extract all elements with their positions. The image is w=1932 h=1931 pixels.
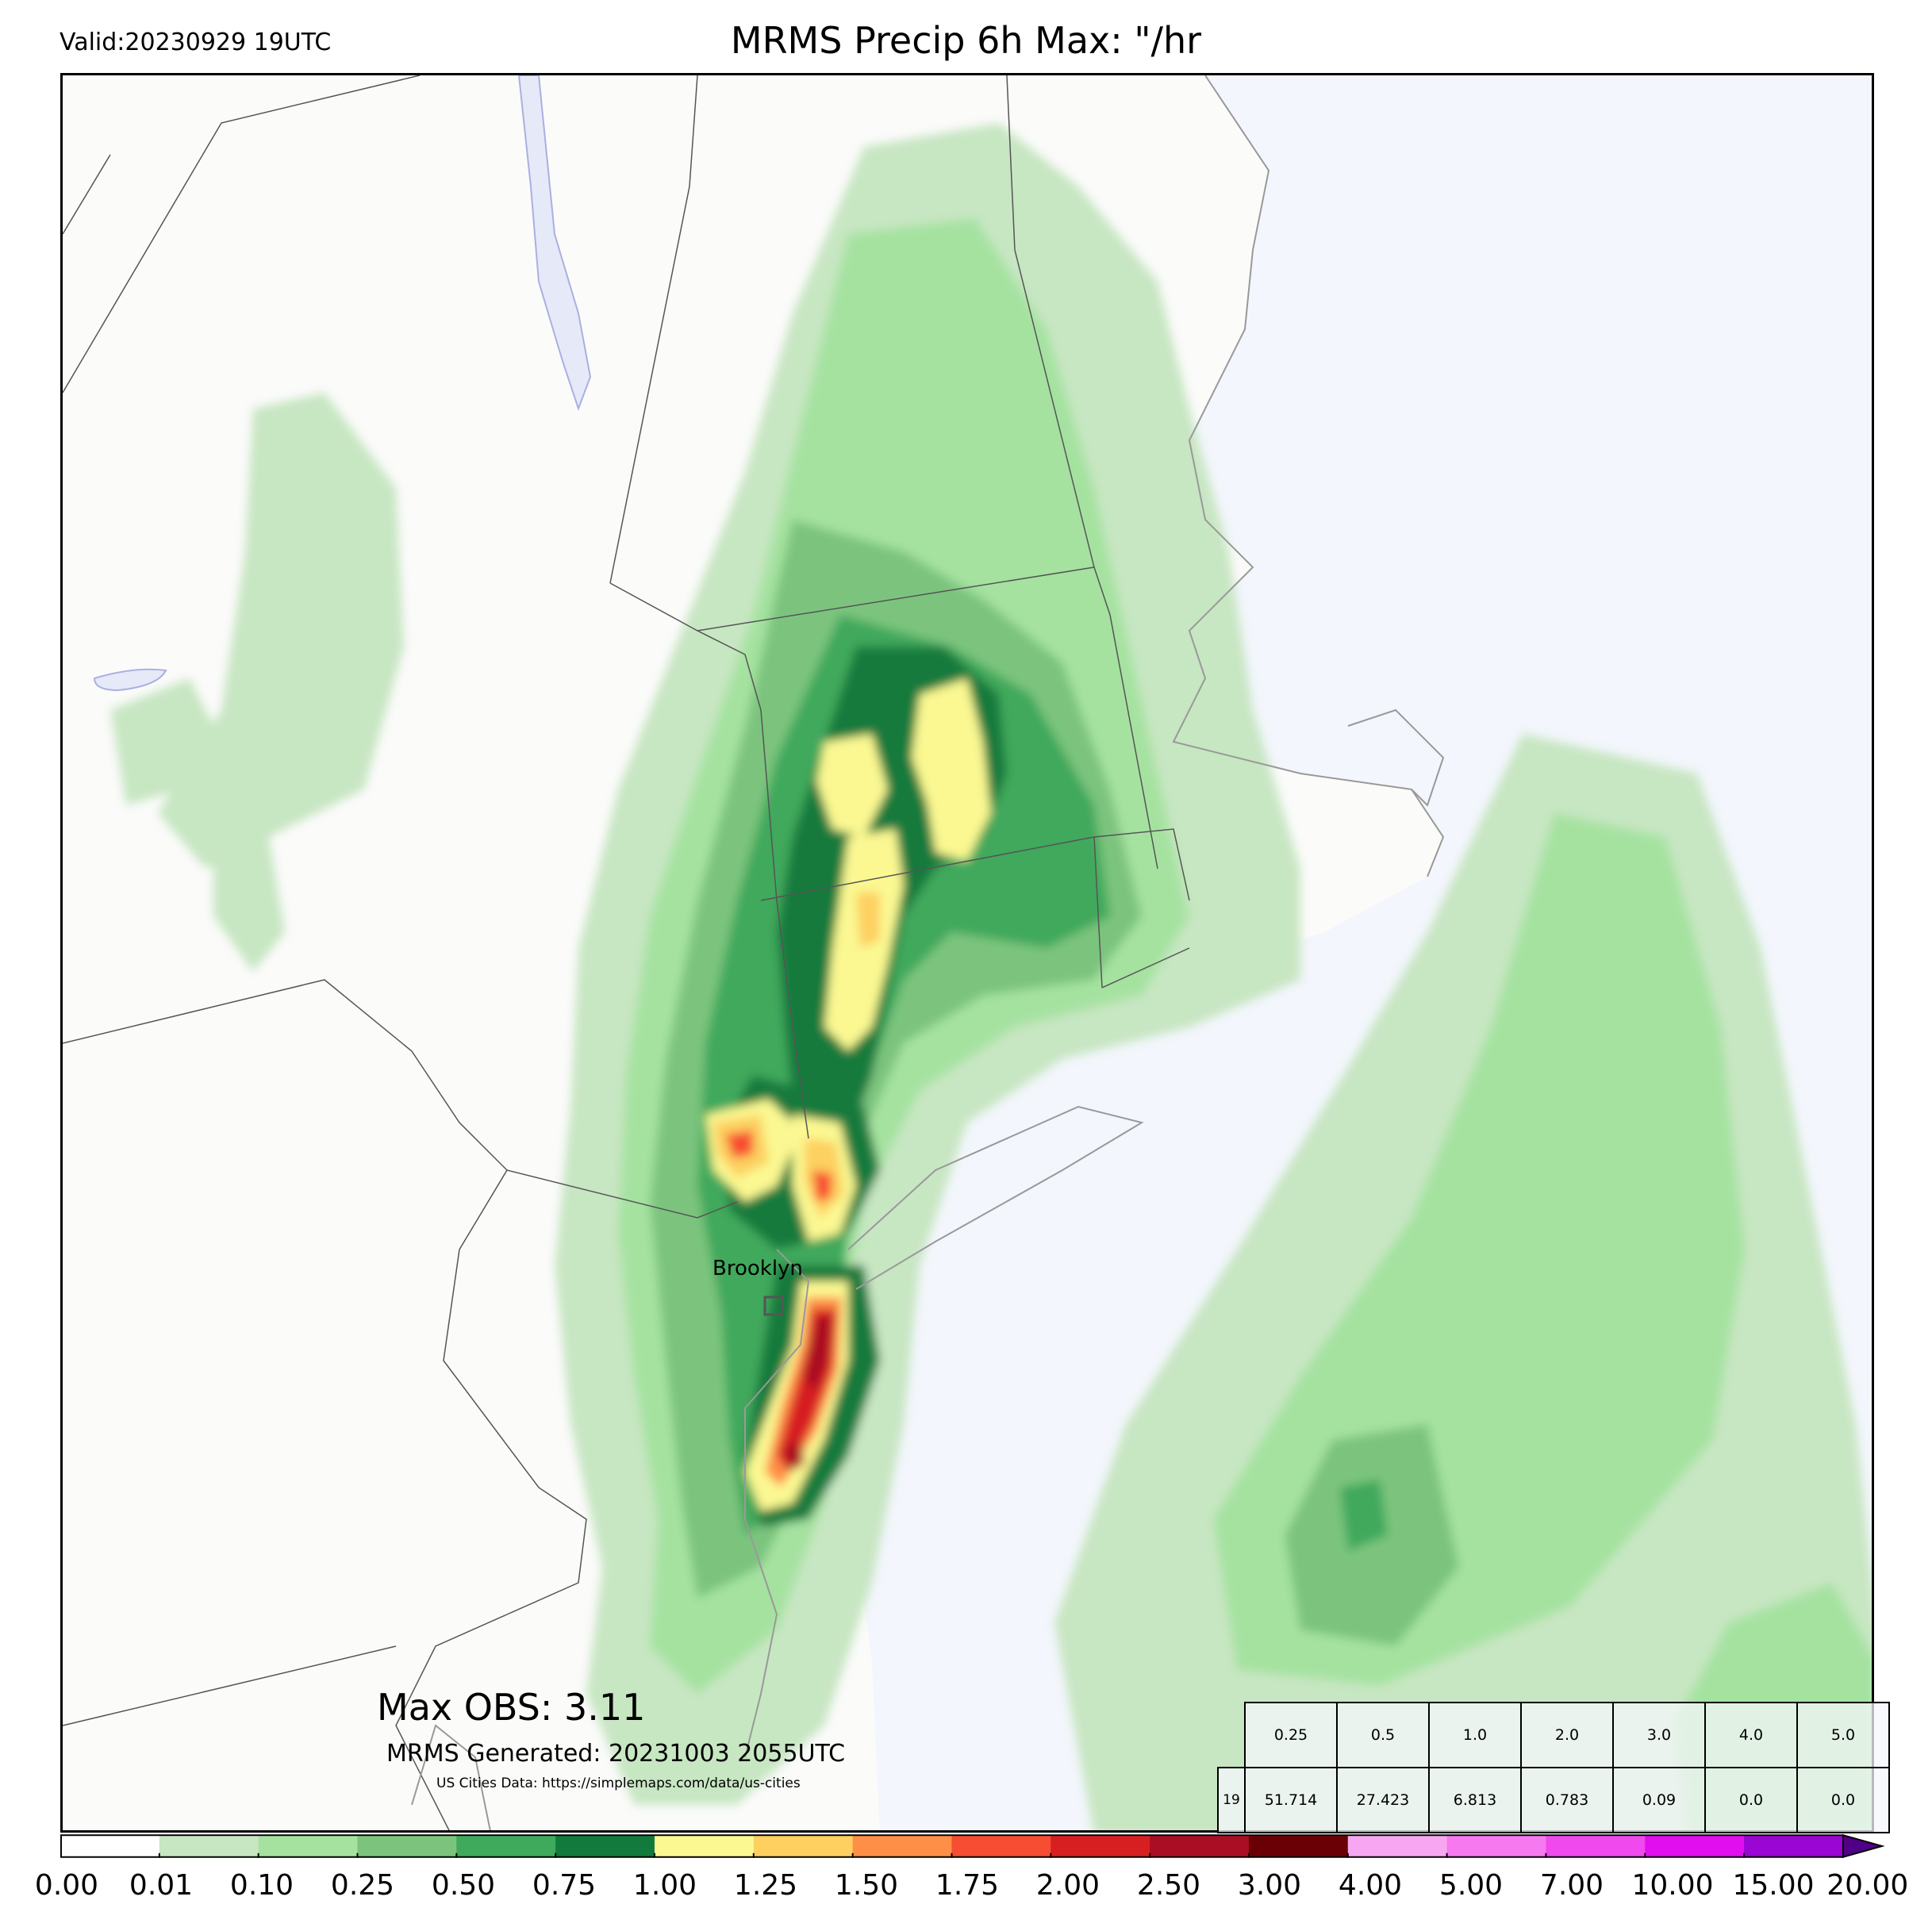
colorbar-tick-label: 3.00 [1237,1869,1302,1902]
colorbar-segment [1645,1835,1745,1857]
colorbar-tick-label: 0.50 [431,1869,496,1902]
colorbar-segment [753,1835,854,1857]
colorbar-tick-label: 0.00 [34,1869,99,1902]
colorbar-segment [357,1835,457,1857]
colorbar-segment [159,1835,259,1857]
map-title: MRMS Precip 6h Max: "/hr [730,19,1202,62]
colorbar-tick-label: 0.25 [330,1869,395,1902]
precip-map-canvas [63,75,1872,1830]
threshold-cell: 3.0 [1612,1702,1706,1768]
colorbar [60,1834,1885,1858]
colorbar-tick-label: 15.00 [1732,1869,1815,1902]
precip-contours [110,123,1872,1830]
value-row: 19 51.714 27.423 6.813 0.783 0.09 0.0 0.… [1217,1767,1890,1833]
state-borders [63,75,1190,1830]
colorbar-tick-label: 0.10 [229,1869,294,1902]
colorbar-tick-label: 10.00 [1631,1869,1714,1902]
row-label-cell: 19 [1217,1767,1246,1833]
max-obs-label: Max OBS: 3.11 [377,1686,646,1729]
cities-credit: US Cities Data: https://simplemaps.com/d… [436,1776,801,1791]
colorbar-segment [555,1835,655,1857]
colorbar-segment [852,1835,952,1857]
threshold-cell: 5.0 [1796,1702,1890,1768]
colorbar-tick-labels: 0.00 0.01 0.10 0.25 0.50 0.75 1.00 1.25 1.50 1.75… [0,1869,1932,1909]
colorbar-tick-label: 5.00 [1438,1869,1504,1902]
colorbar-tick-label: 2.50 [1136,1869,1201,1902]
colorbar-segment [1347,1835,1448,1857]
city-label: Brooklyn [712,1257,803,1280]
threshold-cell: 2.0 [1520,1702,1614,1768]
colorbar-tick-label: 1.00 [632,1869,697,1902]
colorbar-segment [654,1835,755,1857]
generated-label: MRMS Generated: 20231003 2055UTC [386,1740,846,1768]
map-area [60,73,1874,1833]
coastline [411,75,1445,1830]
colorbar-tick-label: 2.00 [1035,1869,1100,1902]
colorbar-segment [1248,1835,1349,1857]
stats-table: 0.25 0.5 1.0 2.0 3.0 4.0 5.0 19 51.714 2… [1217,1702,1890,1833]
colorbar-segment [1150,1835,1250,1857]
value-cell: 0.783 [1520,1767,1614,1833]
value-cell: 6.813 [1428,1767,1522,1833]
value-cell: 51.714 [1244,1767,1338,1833]
colorbar-segment [1744,1835,1844,1857]
valid-time-label: Valid:20230929 19UTC [60,29,332,56]
threshold-cell: 4.0 [1704,1702,1798,1768]
threshold-row: 0.25 0.5 1.0 2.0 3.0 4.0 5.0 [1218,1702,1890,1768]
colorbar-segment [1546,1835,1646,1857]
threshold-cell: 0.25 [1244,1702,1338,1768]
colorbar-tick-label: 7.00 [1539,1869,1604,1902]
blank-cell [1218,1703,1245,1768]
value-cell: 0.09 [1612,1767,1706,1833]
colorbar-segment [60,1835,160,1857]
colorbar-tick-label: 1.50 [834,1869,899,1902]
colorbar-segment [951,1835,1051,1857]
lake-champlain [517,75,592,411]
colorbar-segment [258,1835,358,1857]
colorbar-tick-label: 1.75 [935,1869,1000,1902]
threshold-cell: 0.5 [1336,1702,1430,1768]
colorbar-tick-label: 20.00 [1826,1869,1909,1902]
value-cell: 0.0 [1704,1767,1798,1833]
colorbar-tick-label: 0.01 [129,1869,194,1902]
value-cell: 0.0 [1796,1767,1890,1833]
colorbar-tick-label: 0.75 [532,1869,597,1902]
colorbar-tick-label: 4.00 [1338,1869,1403,1902]
colorbar-segment [1446,1835,1546,1857]
small-lake [93,668,167,692]
colorbar-extend-arrow [1842,1834,1885,1858]
city-marker [763,1296,784,1316]
threshold-cell: 1.0 [1428,1702,1522,1768]
colorbar-segment [1051,1835,1150,1857]
colorbar-segment [456,1835,556,1857]
value-cell: 27.423 [1336,1767,1430,1833]
colorbar-tick-label: 1.25 [733,1869,798,1902]
